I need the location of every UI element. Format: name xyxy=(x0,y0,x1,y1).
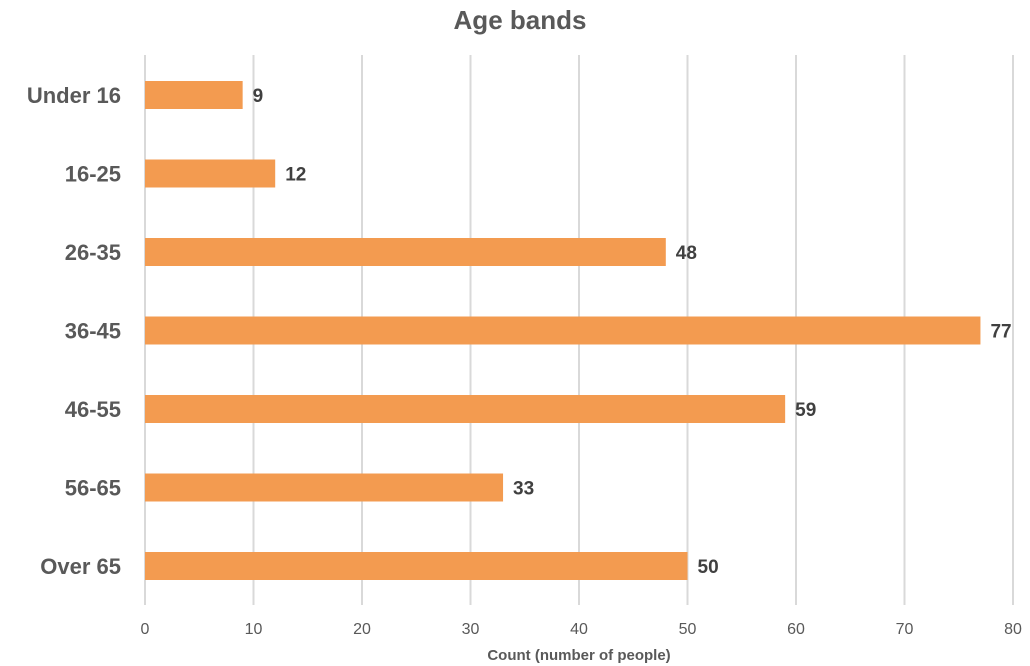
category-label: 46-55 xyxy=(65,397,121,422)
x-tick-label: 60 xyxy=(787,621,805,638)
x-tick-label: 0 xyxy=(141,621,150,638)
x-tick-label: 50 xyxy=(679,621,697,638)
category-label: 26-35 xyxy=(65,240,121,265)
bar xyxy=(145,159,276,188)
category-labels: Under 16 16-25 26-35 36-45 46-55 56-65 Over 65 xyxy=(27,83,121,579)
x-tick-label: 70 xyxy=(896,621,914,638)
bars xyxy=(145,81,981,580)
category-label: Over 65 xyxy=(40,554,121,579)
data-label: 59 xyxy=(795,400,816,421)
x-tick-label: 10 xyxy=(245,621,263,638)
data-label: 50 xyxy=(698,557,719,578)
category-label: 16-25 xyxy=(65,162,121,187)
category-label: Under 16 xyxy=(27,83,121,108)
data-label: 77 xyxy=(990,322,1011,343)
data-label: 33 xyxy=(513,479,534,500)
data-label: 12 xyxy=(285,165,306,186)
bar xyxy=(145,552,688,580)
data-label: 9 xyxy=(253,86,264,107)
x-axis-title: Count (number of people) xyxy=(487,647,670,664)
category-label: 56-65 xyxy=(65,476,121,501)
bar xyxy=(145,81,243,109)
x-tick-label: 20 xyxy=(353,621,371,638)
x-tick-label: 30 xyxy=(462,621,480,638)
bar xyxy=(145,316,981,345)
data-label: 48 xyxy=(676,243,697,264)
x-tick-label: 80 xyxy=(1004,621,1022,638)
x-axis-ticks: 0 10 20 30 40 50 60 70 80 xyxy=(141,621,1022,638)
x-tick-label: 40 xyxy=(570,621,588,638)
bar xyxy=(145,395,786,423)
bar xyxy=(145,473,504,502)
category-label: 36-45 xyxy=(65,319,121,344)
chart-title: Age bands xyxy=(454,5,587,35)
bar xyxy=(145,238,666,266)
data-labels: 9 12 48 77 59 33 50 xyxy=(253,86,1012,578)
